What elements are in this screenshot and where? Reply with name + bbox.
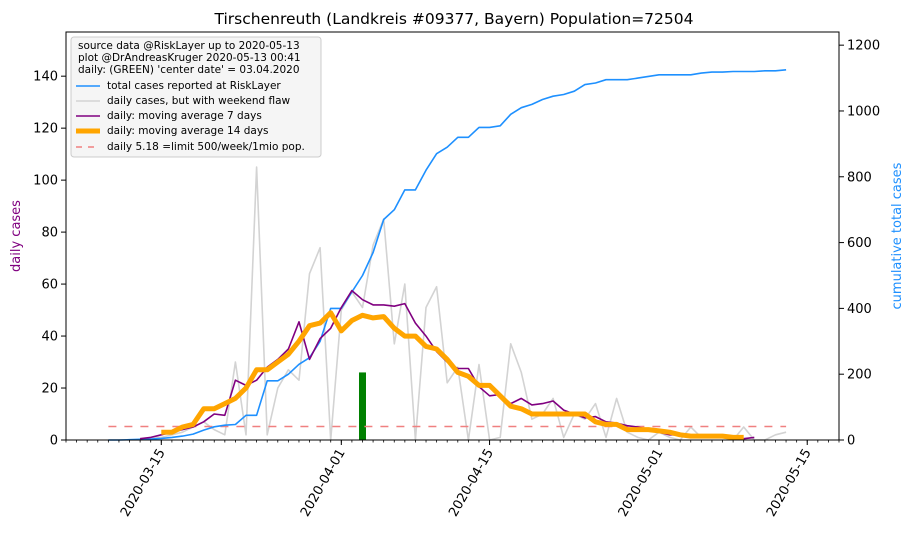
- moving-average-14-line: [161, 310, 744, 440]
- legend: source data @RiskLayer up to 2020-05-13 …: [70, 36, 322, 158]
- left-axis-tick-label: 40: [41, 330, 58, 345]
- left-axis-tick-label: 140: [33, 70, 58, 85]
- legend-info-line: plot @DrAndreasKruger 2020-05-13 00:41: [78, 52, 301, 64]
- x-axis-tick-label: 2020-05-15: [764, 447, 815, 520]
- legend-info-line: source data @RiskLayer up to 2020-05-13: [78, 40, 300, 52]
- x-axis-tick-label: 2020-05-01: [616, 447, 667, 520]
- legend-entry-daily: daily cases, but with weekend flaw: [107, 95, 291, 107]
- x-axis-tick-label: 2020-04-15: [446, 447, 497, 520]
- right-axis-label: cumulative total cases: [890, 162, 905, 309]
- legend-info-line: daily: (GREEN) 'center date' = 03.04.202…: [78, 64, 300, 76]
- total-cases-line: [108, 69, 787, 441]
- center-date-bar: [358, 372, 366, 440]
- right-axis-tick-label: 1200: [847, 39, 880, 54]
- right-axis-tick-label: 800: [847, 170, 872, 185]
- left-axis-tick-label: 60: [41, 278, 58, 293]
- plot-area: [108, 69, 787, 441]
- left-axis-tick-label: 0: [50, 434, 58, 449]
- left-axis-label: daily cases: [9, 200, 24, 272]
- right-axis-tick-label: 600: [847, 236, 872, 251]
- x-axis-tick-label: 2020-03-15: [118, 447, 169, 520]
- left-axis-tick-label: 120: [33, 122, 58, 137]
- x-axis-tick-label: 2020-04-01: [298, 447, 349, 520]
- left-axis-tick-label: 80: [41, 226, 58, 241]
- right-axis-tick-label: 200: [847, 368, 872, 383]
- legend-entry-ma14: daily: moving average 14 days: [107, 125, 269, 137]
- daily-cases-line: [108, 166, 787, 441]
- right-axis-tick-label: 0: [847, 434, 855, 449]
- chart-title: Tirschenreuth (Landkreis #09377, Bayern)…: [214, 10, 694, 28]
- legend-entry-limit: daily 5.18 =limit 500/week/1mio pop.: [107, 141, 305, 153]
- moving-average-7-line: [140, 289, 755, 440]
- legend-entry-ma7: daily: moving average 7 days: [107, 110, 262, 122]
- plot-frame: [65, 31, 840, 441]
- right-axis-tick-label: 1000: [847, 104, 880, 119]
- left-axis-tick-label: 20: [41, 382, 58, 397]
- left-axis-tick-label: 100: [33, 174, 58, 189]
- legend-entry-total: total cases reported at RiskLayer: [107, 80, 281, 92]
- right-axis-tick-label: 400: [847, 302, 872, 317]
- legend-box: [70, 36, 322, 158]
